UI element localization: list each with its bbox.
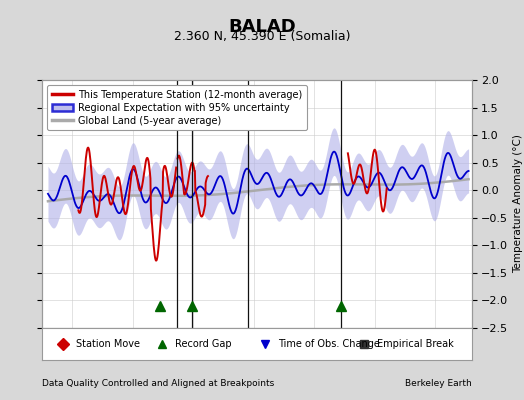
Text: Record Gap: Record Gap xyxy=(175,339,232,349)
Text: Time of Obs. Change: Time of Obs. Change xyxy=(278,339,380,349)
Text: Berkeley Earth: Berkeley Earth xyxy=(405,379,472,388)
Text: 2.360 N, 45.390 E (Somalia): 2.360 N, 45.390 E (Somalia) xyxy=(174,30,350,43)
Text: BALAD: BALAD xyxy=(228,18,296,36)
Legend: This Temperature Station (12-month average), Regional Expectation with 95% uncer: This Temperature Station (12-month avera… xyxy=(47,85,307,130)
Y-axis label: Temperature Anomaly (°C): Temperature Anomaly (°C) xyxy=(512,134,522,274)
Text: Station Move: Station Move xyxy=(77,339,140,349)
Text: Data Quality Controlled and Aligned at Breakpoints: Data Quality Controlled and Aligned at B… xyxy=(42,379,274,388)
Text: Empirical Break: Empirical Break xyxy=(377,339,454,349)
